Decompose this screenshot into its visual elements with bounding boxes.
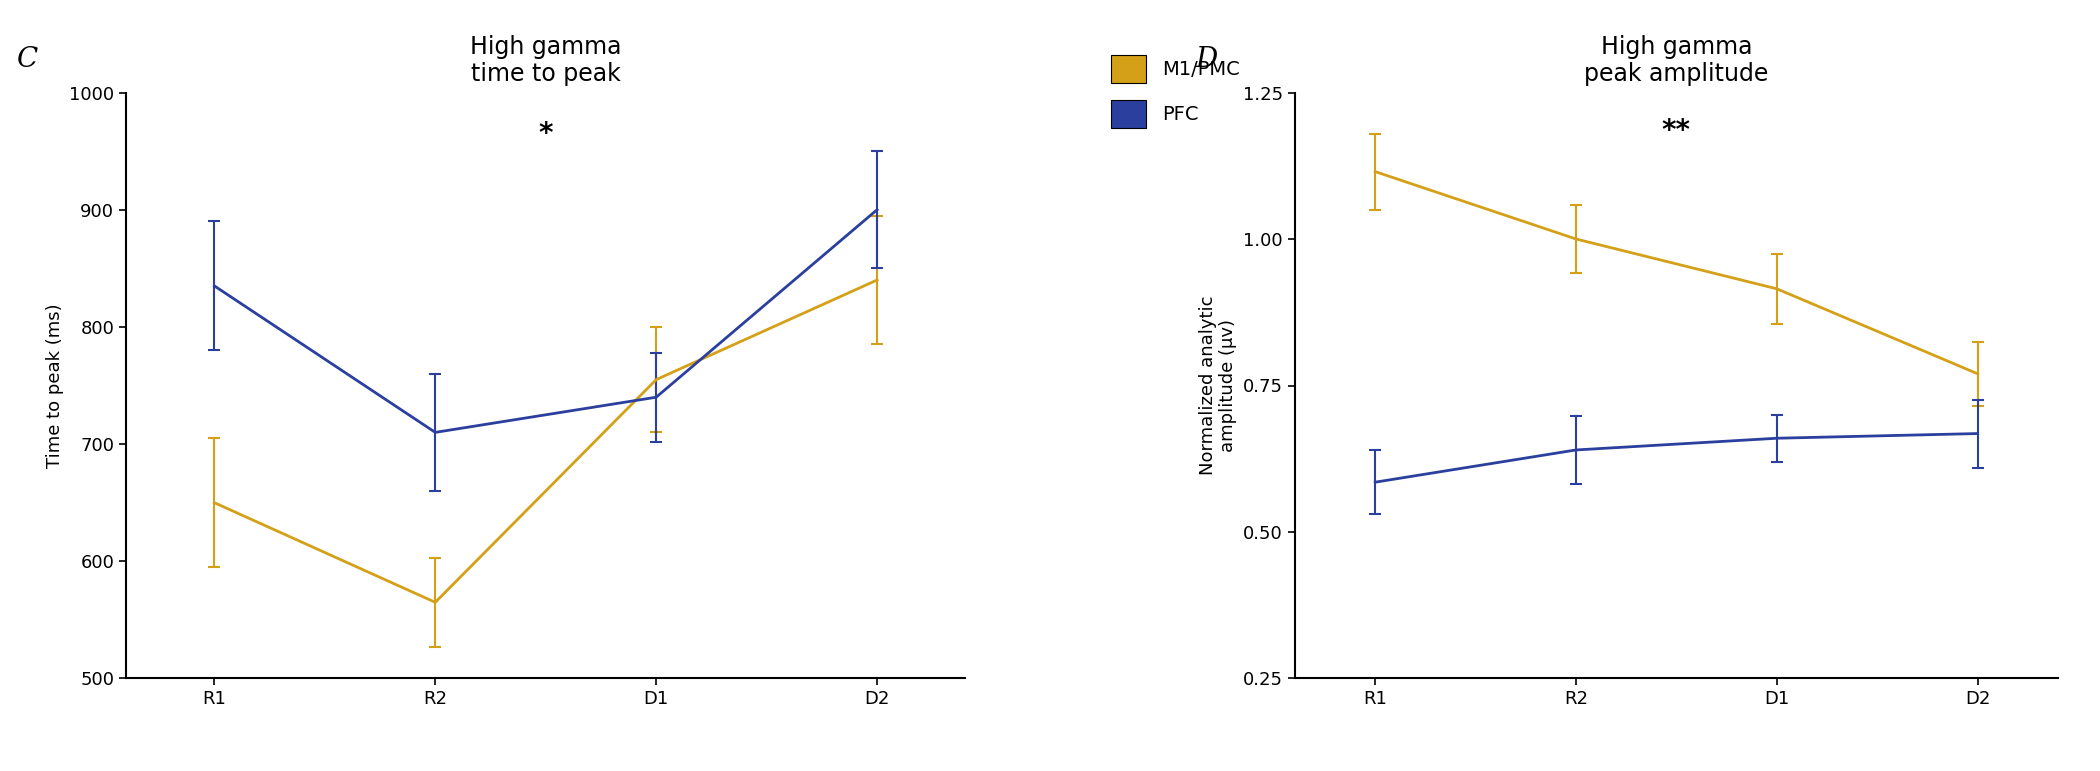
Text: *: * bbox=[538, 120, 552, 147]
Title: High gamma
time to peak: High gamma time to peak bbox=[470, 35, 622, 86]
Text: C: C bbox=[17, 45, 38, 72]
Legend: M1/PMC, PFC: M1/PMC, PFC bbox=[1111, 56, 1239, 128]
Y-axis label: Normalized analytic
amplitude (µv): Normalized analytic amplitude (µv) bbox=[1199, 296, 1237, 475]
Y-axis label: Time to peak (ms): Time to peak (ms) bbox=[46, 303, 63, 468]
Text: D: D bbox=[1195, 45, 1218, 72]
Text: **: ** bbox=[1661, 116, 1691, 145]
Title: High gamma
peak amplitude: High gamma peak amplitude bbox=[1583, 35, 1768, 86]
